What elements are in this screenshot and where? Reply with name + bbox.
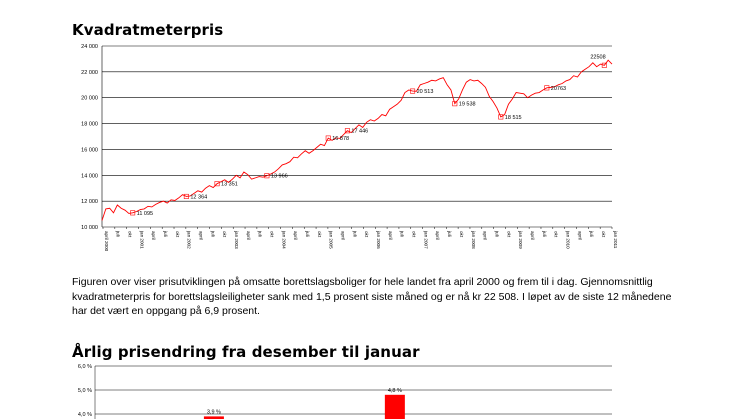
x-tick-label: juli — [210, 230, 215, 237]
data-label: 11 095 — [137, 211, 153, 217]
x-tick-label: okt — [175, 231, 180, 238]
data-label: 19 538 — [459, 102, 476, 108]
data-point-marker — [264, 173, 270, 179]
x-tick-label: april — [435, 231, 440, 240]
chart1-series — [101, 59, 613, 221]
x-tick-label: okt — [459, 231, 464, 238]
y-tick-label: 24 000 — [81, 44, 98, 50]
y-tick-label: 10 000 — [81, 225, 98, 231]
y-tick-label: 12 000 — [81, 199, 98, 205]
x-tick-label: juli — [163, 230, 168, 237]
data-label: 13 966 — [271, 174, 288, 180]
price-series-line — [101, 59, 613, 221]
chart-title-kvadratmeterpris: Kvadratmeterpris — [72, 21, 224, 39]
x-tick-label: april 2000 — [104, 231, 109, 252]
x-tick-label: okt — [554, 231, 559, 238]
x-tick-label: juli — [400, 230, 405, 237]
x-tick-label: juli — [258, 230, 263, 237]
x-tick-label: okt — [506, 231, 511, 238]
data-point-marker — [344, 128, 350, 134]
chart-title-arlig-prisendring: Årlig prisendring fra desember til janua… — [72, 343, 420, 361]
x-tick-label: jan 2007 — [423, 230, 428, 249]
x-tick-label: juli — [352, 230, 357, 237]
y-tick-label: 6,0 % — [78, 364, 92, 370]
y-tick-label: 4,0 % — [78, 412, 92, 418]
x-tick-label: jan 2011 — [613, 230, 618, 249]
data-point-marker — [544, 85, 550, 91]
x-tick-label: juli — [589, 230, 594, 237]
x-tick-label: juli — [447, 230, 452, 237]
x-tick-label: juli — [305, 230, 310, 237]
x-tick-label: okt — [222, 231, 227, 238]
x-tick-label: okt — [601, 231, 606, 238]
data-label: 20763 — [551, 86, 566, 92]
data-label: 17 446 — [351, 129, 368, 135]
data-label: 18 515 — [505, 115, 522, 121]
data-point-marker — [130, 210, 136, 216]
bar-value-label: 4,8 % — [388, 388, 402, 394]
description-line-2: kvadratmeterpris for borettslagsleilighe… — [72, 290, 672, 303]
data-label: 20 513 — [417, 89, 434, 95]
x-tick-label: juli — [116, 230, 121, 237]
bar-value-label: 3,9 % — [207, 409, 221, 415]
description-line-3: har det vært en oppgang på 6,9 prosent. — [72, 305, 260, 317]
chart2-y-axis: 6,0 % 5,0 % 4,0 % — [78, 364, 92, 418]
y-tick-label: 14 000 — [81, 173, 98, 179]
x-tick-label: april — [151, 231, 156, 240]
x-tick-label: okt — [270, 231, 275, 238]
x-tick-label: jan 2001 — [139, 230, 144, 249]
chart1-gridlines — [101, 45, 612, 228]
description-paragraph: Figuren over viser prisutviklingen på om… — [72, 275, 682, 319]
x-tick-label: april — [198, 231, 203, 240]
data-label: 22508 — [590, 54, 605, 60]
x-tick-label: jan 2003 — [234, 230, 239, 249]
chart2-bars: 3,9 % 4,8 % — [203, 388, 405, 419]
x-tick-label: april — [577, 231, 582, 240]
x-tick-label: okt — [317, 231, 322, 238]
data-point-marker — [214, 181, 220, 187]
chart2-gridlines — [94, 365, 612, 419]
x-tick-label: jan 2002 — [187, 230, 192, 249]
x-tick-label: okt — [412, 231, 417, 238]
x-tick-label: april — [246, 231, 251, 240]
x-tick-label: april — [483, 231, 488, 240]
data-point-marker — [452, 101, 458, 107]
x-tick-label: april — [388, 231, 393, 240]
y-tick-label: 16 000 — [81, 147, 98, 153]
x-tick-label: okt — [364, 231, 369, 238]
x-tick-label: jan 2005 — [329, 230, 334, 249]
x-tick-label: jan 2010 — [565, 230, 570, 249]
data-point-marker — [183, 193, 189, 199]
bar — [203, 416, 224, 419]
data-point-marker — [601, 62, 607, 68]
chart1-x-axis: april 2000 juli okt jan 2001 april juli okt jan… — [102, 227, 618, 252]
data-point-marker — [410, 88, 416, 94]
data-point-marker — [325, 135, 331, 141]
bar — [384, 394, 405, 419]
x-tick-label: okt — [127, 231, 132, 238]
data-label: 12 364 — [190, 194, 207, 200]
x-tick-label: jan 2004 — [281, 230, 286, 249]
x-tick-label: april — [530, 231, 535, 240]
description-line-1: Figuren over viser prisutviklingen på om… — [72, 276, 653, 288]
y-tick-label: 20 000 — [81, 96, 98, 102]
y-tick-label: 5,0 % — [78, 388, 92, 394]
chart1-y-axis: 10 000 12 000 14 000 16 000 18 000 20 000 22 0… — [81, 44, 98, 231]
y-tick-label: 22 000 — [81, 70, 98, 76]
x-tick-label: april — [293, 231, 298, 240]
x-tick-label: juli — [542, 230, 547, 237]
x-tick-label: jan 2008 — [471, 230, 476, 249]
x-tick-label: jan 2006 — [376, 230, 381, 249]
x-tick-label: april — [341, 231, 346, 240]
data-label: 16 878 — [332, 136, 349, 142]
y-tick-label: 18 000 — [81, 122, 98, 128]
x-tick-label: juli — [494, 230, 499, 237]
data-label: 13 351 — [221, 182, 238, 188]
x-tick-label: jan 2009 — [518, 230, 523, 249]
data-point-marker — [498, 114, 504, 120]
